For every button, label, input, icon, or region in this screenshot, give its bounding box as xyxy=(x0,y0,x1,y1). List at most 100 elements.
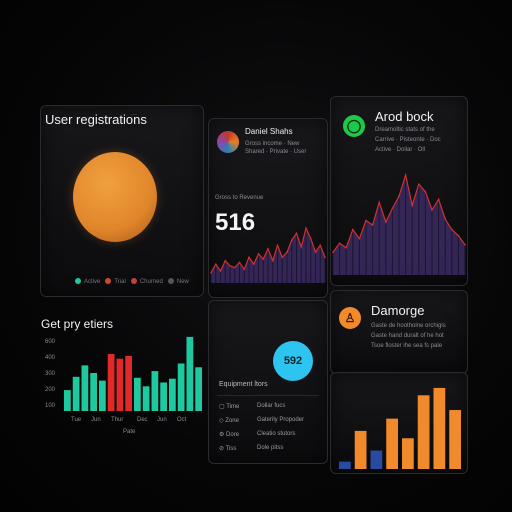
data-point xyxy=(276,244,279,247)
bar xyxy=(339,461,351,469)
data-point xyxy=(324,256,326,259)
data-point xyxy=(210,271,212,274)
user-registrations-panel: User registrations ··· Active Trial Chur… xyxy=(40,105,204,297)
data-point xyxy=(332,251,334,254)
panel-line: Tsoe floster ihe sea fs pale xyxy=(371,343,443,349)
data-point xyxy=(262,258,265,260)
y-tick: 200 xyxy=(45,387,56,393)
bar xyxy=(449,410,461,469)
bar xyxy=(186,336,194,411)
panel-line: Gaste hand duralt of he hot xyxy=(371,333,444,339)
revenue-panel: Daniel Shahs Gross income · New Shared ·… xyxy=(208,118,328,298)
panel-title: Arod bock xyxy=(375,109,434,124)
y-tick: 600 xyxy=(45,339,56,345)
check-icon: ◯ xyxy=(343,115,365,137)
count-badge[interactable]: 592 xyxy=(273,341,313,381)
data-point xyxy=(424,190,427,193)
data-point xyxy=(398,195,400,198)
data-point xyxy=(214,263,217,265)
x-tick: Jun xyxy=(91,417,101,423)
bar xyxy=(72,376,80,411)
bar xyxy=(160,382,167,411)
data-point xyxy=(352,228,354,231)
data-point xyxy=(464,243,466,246)
data-point xyxy=(219,270,222,272)
bar xyxy=(177,363,185,411)
data-point xyxy=(411,204,413,207)
data-point xyxy=(385,221,387,223)
list-item[interactable]: ◇ Zone xyxy=(219,418,239,424)
panel-title: User registrations xyxy=(45,112,147,127)
data-point xyxy=(281,256,284,259)
bar xyxy=(81,365,89,411)
data-point xyxy=(319,244,322,247)
data-point xyxy=(229,265,231,267)
data-point xyxy=(437,198,440,201)
data-point xyxy=(309,237,312,240)
bar xyxy=(169,378,176,411)
panel-line: Gaste de hootholne orchigis xyxy=(371,323,446,329)
list-item-value: Dole pitss xyxy=(257,445,284,451)
data-point xyxy=(305,227,307,229)
data-point xyxy=(431,209,433,211)
tag-icon: ◇ xyxy=(219,418,226,424)
list-item[interactable]: ⊘ Tiss xyxy=(219,446,237,452)
avatar[interactable] xyxy=(217,131,239,153)
data-point xyxy=(418,183,420,185)
gear-icon: ⚙ xyxy=(219,432,227,438)
user-icon: ♙ xyxy=(339,307,361,329)
list-item[interactable]: ▢ Time xyxy=(219,404,240,410)
bar-chart-main xyxy=(64,336,202,411)
panel-title: Get pry etiers xyxy=(41,317,114,331)
equipment-list-panel: 592 Equipment ltors ▢ Time Dollar fucs ◇… xyxy=(208,300,328,464)
x-tick: Tue xyxy=(71,417,82,423)
data-point xyxy=(338,242,341,244)
x-tick: Jun xyxy=(157,417,167,423)
bar xyxy=(90,373,97,411)
data-point xyxy=(243,268,246,271)
data-point xyxy=(365,219,367,222)
data-point xyxy=(295,232,298,235)
data-point xyxy=(358,237,361,240)
legend-item: Trial xyxy=(105,278,126,285)
list-item[interactable]: ⚙ Dore xyxy=(219,432,240,438)
data-point xyxy=(290,239,293,241)
bar xyxy=(99,380,106,411)
data-point xyxy=(257,253,260,255)
link-icon: ⊘ xyxy=(219,446,226,452)
legend-item: Active xyxy=(75,278,100,285)
data-point xyxy=(248,256,250,259)
chart-legend: Active Trial Churned New xyxy=(75,278,189,285)
panel-badge: ··· xyxy=(131,112,137,118)
data-point xyxy=(371,224,374,226)
profile-name: Daniel Shahs xyxy=(245,127,293,136)
area-chart-revenue xyxy=(210,226,326,283)
y-tick: 100 xyxy=(45,403,56,409)
list-item-value: Gaterily Propoder xyxy=(257,417,305,423)
x-tick: Pate xyxy=(123,429,136,435)
bar-chart-panel: Get pry etiers 600 400 300 200 100 Tue J… xyxy=(36,310,206,442)
pie-chart xyxy=(73,152,157,242)
data-point xyxy=(271,259,274,262)
bar xyxy=(107,354,115,411)
bar xyxy=(195,367,202,411)
orange-bar-panel xyxy=(330,372,468,474)
damorge-panel: ♙ Damorge Gaste de hootholne orchigis Ga… xyxy=(330,290,468,374)
data-point xyxy=(345,246,347,249)
data-point xyxy=(391,207,394,210)
data-point xyxy=(404,174,407,176)
data-point xyxy=(233,266,236,269)
bar xyxy=(142,386,150,411)
x-tick: Oct xyxy=(177,417,187,423)
data-point xyxy=(444,218,446,220)
bar xyxy=(151,371,159,411)
data-point xyxy=(267,247,269,250)
bar xyxy=(402,438,414,469)
data-point xyxy=(457,234,460,237)
bar xyxy=(370,450,383,469)
data-point xyxy=(286,251,288,253)
x-tick: Dec xyxy=(137,417,148,423)
data-point xyxy=(378,201,380,204)
bar xyxy=(354,430,367,469)
